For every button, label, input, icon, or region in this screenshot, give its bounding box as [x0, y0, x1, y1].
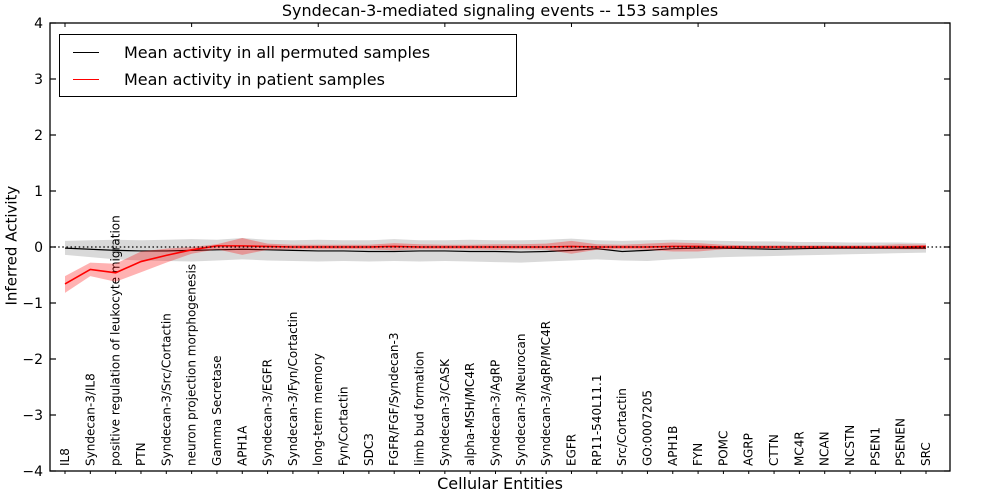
y-tick-label: 3	[34, 72, 43, 88]
x-tick-label: PSENEN	[894, 418, 908, 466]
x-tick-label: FGFR/FGF/Syndecan-3	[387, 333, 401, 466]
x-tick-label: NCAN	[818, 431, 832, 466]
x-tick-label: APH1A	[235, 425, 249, 466]
y-tick-label: 1	[34, 184, 43, 200]
x-tick-label: limb bud formation	[413, 351, 427, 466]
x-tick-label: Syndecan-3/IL8	[83, 373, 97, 466]
y-tick-label: 2	[34, 128, 43, 144]
y-tick-label: −2	[22, 352, 43, 368]
x-tick-label: SDC3	[362, 433, 376, 466]
x-tick-label: POMC	[716, 431, 730, 466]
x-tick-label: Gamma Secretase	[210, 355, 224, 466]
x-tick-label: SRC	[919, 442, 933, 466]
x-tick-label: Syndecan-3/Neurocan	[514, 334, 528, 466]
y-tick-label: −4	[22, 464, 43, 480]
y-tick-label: 0	[34, 240, 43, 256]
x-tick-label: GO:0007205	[640, 390, 654, 466]
x-tick-label: neuron projection morphogenesis	[185, 264, 199, 466]
legend-label-patient: Mean activity in patient samples	[124, 70, 385, 89]
x-tick-label: long-term memory	[311, 353, 325, 466]
x-tick-label: PTN	[134, 442, 148, 466]
x-tick-label: Syndecan-3/EGFR	[261, 359, 275, 466]
permuted-mean-line	[64, 247, 926, 253]
y-tick-label: 4	[34, 16, 43, 32]
x-tick-label: AGRP	[742, 433, 756, 466]
x-tick-label: Fyn/Cortactin	[337, 386, 351, 466]
x-tick-label: APH1B	[666, 426, 680, 466]
x-tick-label: EGFR	[564, 434, 578, 466]
legend-line-swatch-permuted	[73, 52, 99, 53]
x-tick-label: MC4R	[792, 431, 806, 466]
permuted-band	[65, 238, 926, 263]
x-tick-label: CTTN	[767, 434, 781, 466]
x-tick-label: Syndecan-3/Src/Cortactin	[159, 313, 173, 466]
patient-mean-line	[64, 245, 927, 285]
x-tick-label: PSEN1	[868, 427, 882, 466]
x-tick-label: FYN	[691, 443, 705, 466]
x-tick-label: Syndecan-3/Fyn/Cortactin	[286, 312, 300, 466]
legend-line-swatch-patient	[73, 79, 99, 80]
x-tick-label: alpha-MSH/MC4R	[463, 363, 477, 466]
legend-label-permuted: Mean activity in all permuted samples	[124, 43, 431, 62]
legend: Mean activity in all permuted samples Me…	[59, 34, 517, 97]
x-tick-label: Syndecan-3/AgRP/MC4R	[539, 321, 553, 466]
x-tick-label: NCSTN	[843, 425, 857, 466]
x-tick-label: Src/Cortactin	[615, 388, 629, 466]
x-tick-label: positive regulation of leukocyte migrati…	[109, 215, 123, 466]
legend-entry-permuted: Mean activity in all permuted samples	[60, 39, 516, 66]
legend-entry-patient: Mean activity in patient samples	[60, 66, 516, 93]
chart-title: Syndecan-3-mediated signaling events -- …	[281, 1, 719, 20]
y-tick-label: −1	[22, 296, 43, 312]
x-tick-label: Syndecan-3/AgRP	[489, 360, 503, 466]
patient-band	[65, 238, 926, 293]
y-tick-label: −3	[22, 408, 43, 424]
x-tick-label: IL8	[58, 448, 72, 466]
x-tick-label: Syndecan-3/CASK	[438, 358, 452, 466]
x-axis-label: Cellular Entities	[437, 474, 563, 493]
x-tick-label: RP11-540L11.1	[590, 375, 604, 466]
